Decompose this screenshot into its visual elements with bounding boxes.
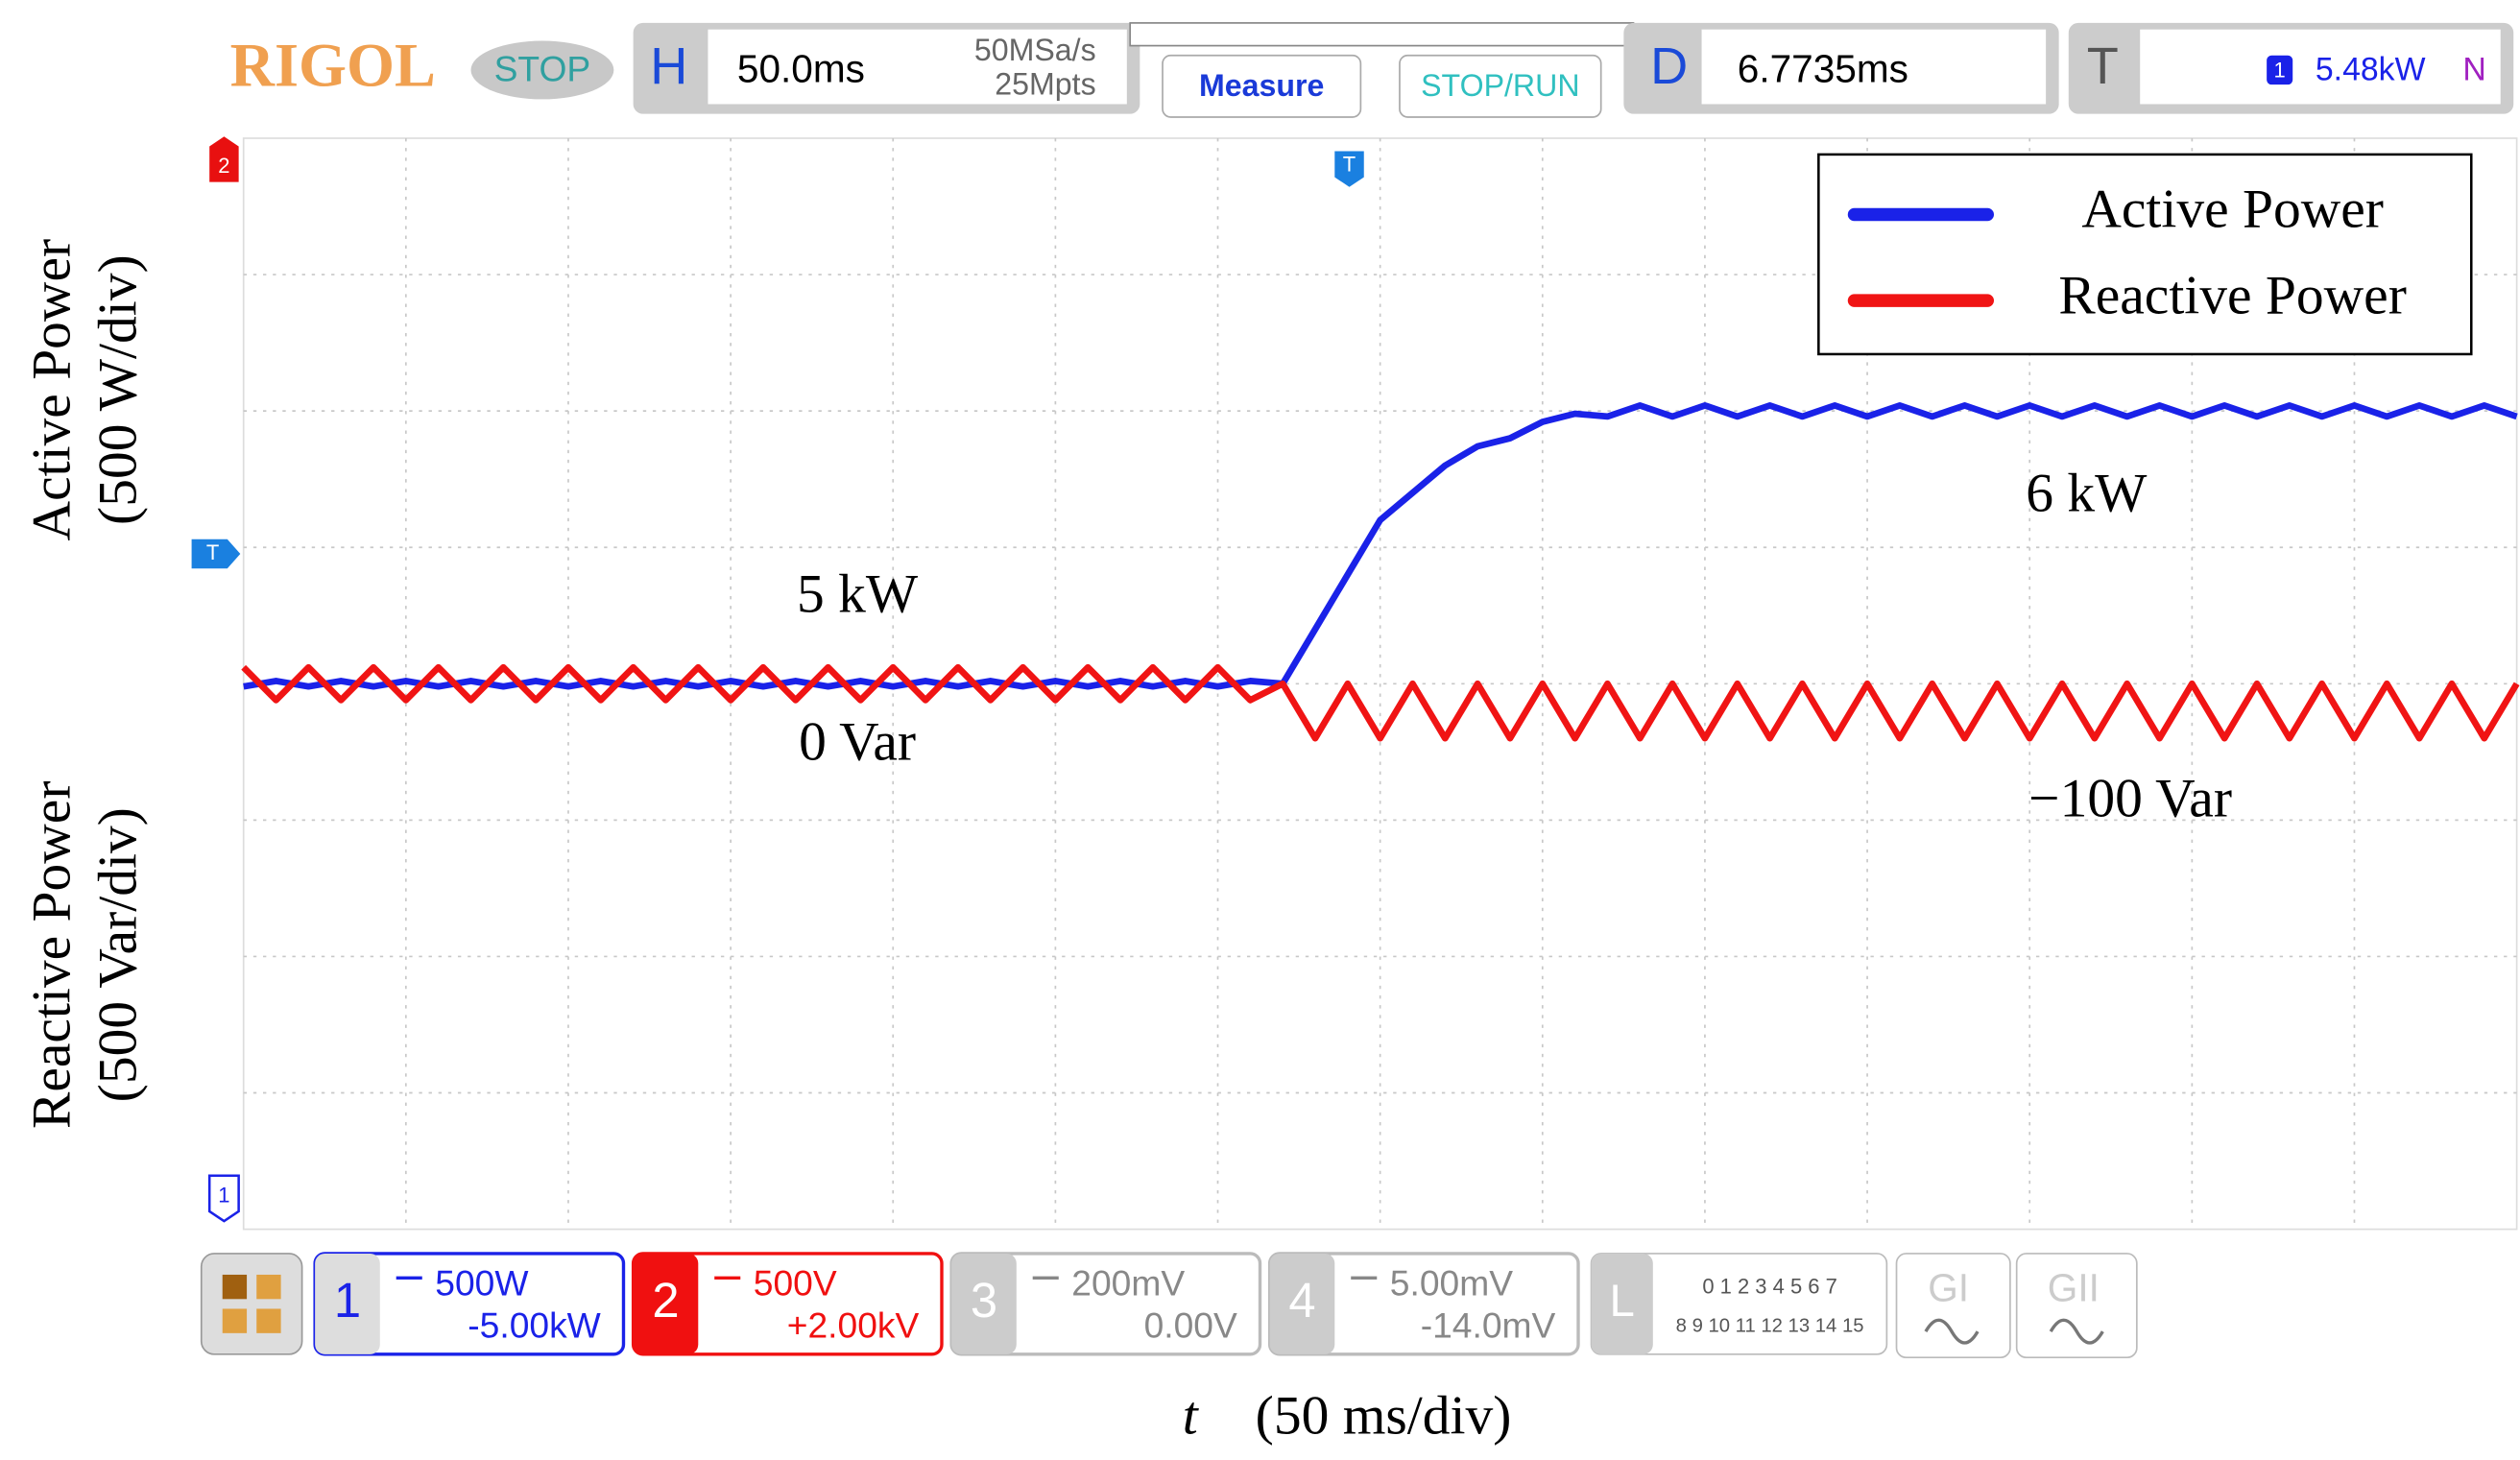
channel-number: 2	[652, 1273, 679, 1328]
channel-scale: 500W	[435, 1263, 528, 1304]
measure-btn[interactable]	[1162, 54, 1362, 118]
legend-label: Active Power	[2081, 180, 2384, 240]
logic-row: 8 9 10 11 12 13 14 15	[1676, 1315, 1864, 1336]
delay: 6.7735ms	[1738, 46, 1908, 90]
d-inner	[1701, 29, 2047, 105]
trigger-level: 5.48kW	[2316, 52, 2426, 88]
channel-scale: 200mV	[1071, 1263, 1185, 1304]
annotation: −100 Var	[2028, 769, 2232, 829]
annotation: 0 Var	[799, 711, 916, 772]
top-bar: RIGOL STOP H 50.0ms 50MSa/s 25Mpts Measu…	[230, 22, 2514, 118]
series-line	[243, 402, 2518, 690]
timebase: 50.0ms	[737, 46, 865, 90]
logic-tab	[1591, 1253, 1653, 1354]
memory: 25Mpts	[995, 66, 1095, 101]
gen2-icon	[2049, 1318, 2104, 1345]
y-label-unit: (500 W/div)	[88, 254, 149, 525]
ch2-marker-label: 2	[218, 154, 229, 178]
channel-number: 4	[1288, 1273, 1315, 1328]
channel-offset: 0.00V	[1144, 1305, 1237, 1346]
traces	[241, 402, 2520, 742]
channel-tab	[951, 1253, 1017, 1354]
annotation: 6 kW	[2026, 464, 2148, 524]
channel-tab	[1269, 1253, 1335, 1354]
trigger-source: 1	[2274, 58, 2286, 82]
measure: Measure	[1199, 68, 1324, 103]
menu-icon	[222, 1308, 248, 1333]
legend-box	[1817, 153, 2473, 356]
trigger-source-box	[2267, 55, 2293, 85]
channel-offset: +2.00kV	[787, 1305, 920, 1346]
menu-icon	[256, 1308, 281, 1333]
gen1-icon	[1924, 1318, 1980, 1345]
trigger-level-marker	[191, 539, 241, 569]
y2-label: Reactive Power	[21, 781, 82, 1129]
trigger-pos-marker-label: T	[1343, 153, 1356, 177]
y2-label-unit: (500 Var/div)	[88, 807, 149, 1102]
ch1-marker-label: 1	[218, 1184, 229, 1208]
logic-row: 0 1 2 3 4 5 6 7	[1702, 1274, 1836, 1298]
menu-icon	[222, 1274, 248, 1300]
trigger-level-marker-label: T	[206, 540, 219, 564]
menu-icon	[256, 1274, 281, 1300]
channel-offset: -5.00kW	[468, 1305, 601, 1346]
gen2: GII	[2048, 1266, 2100, 1310]
axis-labels: Active Power (500 W/div) Reactive Power …	[21, 239, 2232, 1447]
trigger-mode: N	[2462, 52, 2485, 88]
trigger-pos-marker	[1334, 151, 1364, 187]
logic-label: L	[1610, 1276, 1635, 1327]
gen1-box[interactable]	[1895, 1253, 2011, 1359]
stop-run: STOP/RUN	[1421, 68, 1579, 103]
wave-indicator	[1129, 22, 1635, 47]
t-inner	[2140, 29, 2501, 105]
series-line	[241, 663, 2520, 742]
brand: RIGOL	[230, 31, 436, 99]
channel-number: 1	[334, 1273, 361, 1328]
status-pill	[470, 40, 614, 100]
sample-rate: 50MSa/s	[974, 33, 1096, 67]
stop-run-btn[interactable]	[1399, 54, 1602, 118]
h-label: H	[650, 37, 687, 95]
t-label: T	[2087, 37, 2119, 95]
status: STOP	[494, 48, 591, 88]
channel-number: 3	[971, 1273, 997, 1328]
h-inner	[708, 29, 1127, 105]
legend: Active Power Reactive Power	[1817, 153, 2473, 356]
channel-tab	[315, 1253, 380, 1354]
d-label: D	[1650, 37, 1688, 95]
channel-offset: -14.0mV	[1421, 1305, 1556, 1346]
ch2-marker	[209, 136, 239, 182]
channel-tab	[633, 1253, 699, 1354]
gen2-box[interactable]	[2015, 1253, 2138, 1359]
channel-scale: 5.00mV	[1390, 1263, 1513, 1304]
annotation: 5 kW	[797, 564, 919, 625]
ch1-marker	[207, 1174, 240, 1223]
channel-scale: 500V	[754, 1263, 837, 1304]
x-label-var: t	[1183, 1385, 1200, 1446]
legend-label: Reactive Power	[2058, 265, 2406, 325]
gen1: GI	[1928, 1266, 1969, 1310]
x-label-unit: (50 ms/div)	[1256, 1385, 1512, 1446]
y-label: Active Power	[21, 239, 82, 541]
menu-btn[interactable]	[200, 1253, 303, 1355]
